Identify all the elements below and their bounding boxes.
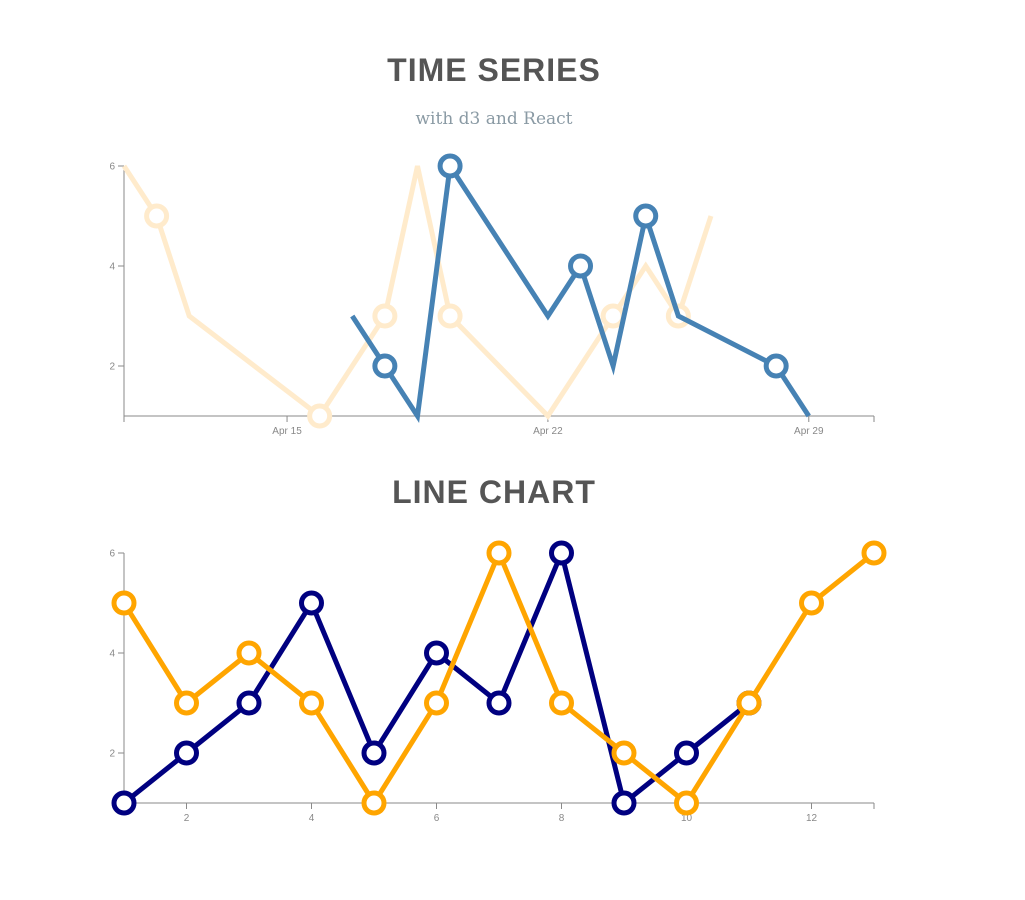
line-chart-series-1-point[interactable] [549, 540, 574, 566]
line-chart-series-1-point[interactable] [236, 690, 262, 716]
line-chart-title: LINE CHART [392, 474, 596, 510]
time-series-series-2-point[interactable] [372, 353, 398, 379]
time-series-series-2 [350, 153, 811, 424]
line-chart-series-2-point[interactable] [549, 690, 574, 716]
line-chart-x-tick-label: 4 [309, 813, 315, 824]
line-chart-x-tick-label: 2 [184, 813, 190, 824]
line-chart-y-tick-label: 6 [109, 549, 115, 560]
line-chart-series-2-point[interactable] [236, 640, 262, 666]
time-series-x-tick-label: Apr 22 [533, 426, 563, 437]
line-chart: 2 4 6 2 4 6 8 10 12 [109, 540, 887, 824]
line-chart-x-tick-label: 10 [681, 813, 693, 824]
time-series-series-1-point[interactable] [372, 303, 398, 329]
time-series-series-1-point[interactable] [144, 203, 170, 229]
line-chart-series-2-point[interactable] [111, 590, 137, 616]
line-chart-series-1-point[interactable] [611, 790, 637, 816]
time-series-y-tick-label: 4 [109, 262, 115, 273]
line-chart-series-2-point[interactable] [361, 790, 387, 816]
line-chart-series-1-point[interactable] [299, 590, 324, 616]
line-chart-series-2-point[interactable] [674, 790, 699, 816]
time-series-series-2-point[interactable] [633, 203, 659, 229]
line-chart-series-2-point[interactable] [424, 690, 449, 716]
time-series-title: TIME SERIES [387, 52, 601, 88]
time-series-y-tick-label: 6 [109, 162, 115, 173]
line-chart-series-1-point[interactable] [111, 790, 137, 816]
line-chart-y-tick-label: 2 [109, 749, 115, 760]
time-series-series-1 [121, 164, 714, 429]
time-series-subtitle: with d3 and React [415, 109, 573, 129]
line-chart-series-1-point[interactable] [424, 640, 449, 666]
line-chart-x-tick-label: 6 [434, 813, 440, 824]
line-chart-series-2-point[interactable] [736, 690, 762, 716]
line-chart-series-2-point[interactable] [486, 540, 512, 566]
line-chart-series-1 [111, 540, 762, 816]
time-series-series-2-line [350, 158, 811, 424]
line-chart-series-2-point[interactable] [174, 690, 199, 716]
line-chart-series-2-point[interactable] [611, 740, 637, 766]
line-chart-series-1-point[interactable] [361, 740, 387, 766]
time-series-series-2-point[interactable] [568, 253, 594, 279]
time-series-series-2-point[interactable] [763, 353, 789, 379]
line-chart-series-1-point[interactable] [486, 690, 512, 716]
line-chart-x-tick-label: 12 [806, 813, 818, 824]
line-chart-series-2 [111, 540, 887, 816]
line-chart-x-axis: 2 4 6 8 10 12 [123, 802, 875, 824]
time-series-x-tick-label: Apr 29 [794, 426, 824, 437]
line-chart-series-2-point[interactable] [299, 690, 324, 716]
line-chart-series-1-point[interactable] [674, 740, 699, 766]
time-series-series-1-line [121, 164, 714, 420]
line-chart-series-2-line [121, 546, 876, 808]
time-series-x-axis: Apr 15 Apr 22 Apr 29 [123, 415, 875, 437]
line-chart-series-2-point[interactable] [799, 590, 824, 616]
time-series-y-axis: 2 4 6 [109, 162, 125, 416]
time-series-chart: 2 4 6 Apr 15 Apr 22 Apr 29 [109, 153, 875, 437]
line-chart-y-axis: 2 4 6 [109, 549, 125, 803]
line-chart-x-tick-label: 8 [559, 813, 565, 824]
time-series-series-1-point[interactable] [437, 303, 463, 329]
time-series-series-2-point[interactable] [437, 153, 463, 179]
line-chart-series-1-point[interactable] [174, 740, 199, 766]
line-chart-y-tick-label: 4 [109, 649, 115, 660]
time-series-y-tick-label: 2 [109, 362, 115, 373]
time-series-x-tick-label: Apr 15 [272, 426, 302, 437]
time-series-series-1-point[interactable] [307, 403, 333, 429]
line-chart-series-2-point[interactable] [861, 540, 887, 566]
